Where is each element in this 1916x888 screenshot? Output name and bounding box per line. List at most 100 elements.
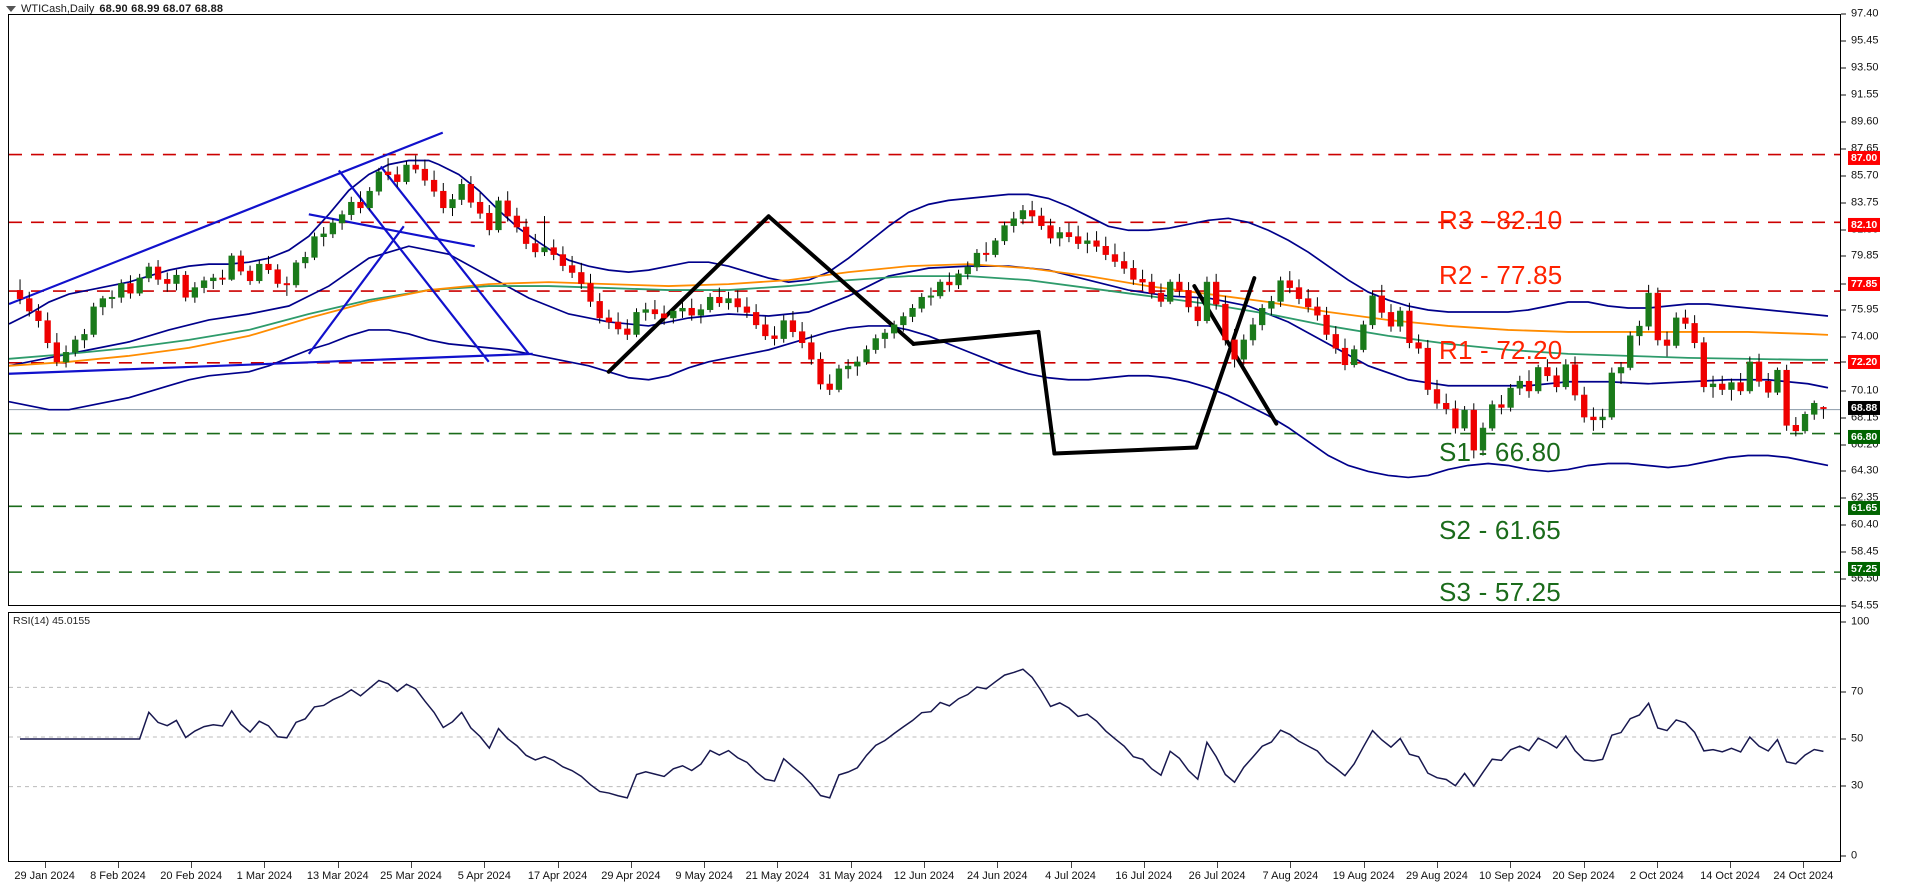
rsi-tick-mark: [1841, 691, 1846, 693]
rsi-tick-label: 30: [1851, 779, 1864, 792]
candle-bearish: [578, 272, 585, 284]
candle-bearish: [1443, 402, 1450, 410]
price-tag-87-00[interactable]: 87.00: [1848, 150, 1881, 165]
candle-bullish: [99, 298, 107, 308]
candle-bearish: [1231, 339, 1238, 360]
price-tag-66-80[interactable]: 66.80: [1848, 429, 1881, 444]
candle-bullish: [311, 236, 318, 258]
candle-bullish: [1056, 232, 1063, 239]
candle-bullish: [62, 352, 70, 363]
candle-bullish: [1811, 402, 1818, 415]
candle-bullish: [679, 307, 686, 312]
date-tick-label: 17 Apr 2024: [527, 870, 588, 882]
candle-bearish: [734, 298, 741, 308]
axis-tick-mark: [1841, 255, 1846, 257]
date-tick-mark: [704, 862, 706, 868]
chart-header: WTICash,Daily 68.90 68.99 68.07 68.88: [6, 3, 223, 15]
candle-bearish: [1820, 407, 1827, 409]
candle-bullish: [1167, 281, 1174, 302]
date-tick-mark: [850, 862, 852, 868]
candle-bearish: [559, 254, 567, 266]
candle-bearish: [1341, 347, 1349, 366]
price-tag-61-65[interactable]: 61.65: [1848, 500, 1881, 515]
candle-bullish: [706, 296, 714, 310]
candle-bullish: [449, 199, 456, 209]
date-tick-label: 1 Mar 2024: [236, 870, 293, 882]
candle-bearish: [421, 168, 429, 181]
triangle-down-icon[interactable]: [6, 6, 16, 12]
rsi-chart-svg: [9, 668, 1840, 799]
candle-bearish: [246, 270, 254, 282]
candle-bullish: [918, 296, 925, 309]
candle-bearish: [1047, 225, 1054, 239]
candle-bearish: [265, 263, 272, 271]
candle-bearish: [1755, 361, 1763, 382]
candle-bullish: [927, 295, 935, 298]
date-tick-label: 29 Jan 2024: [14, 870, 75, 882]
price-tag-72-20[interactable]: 72.20: [1848, 355, 1881, 370]
axis-tick-mark: [1841, 121, 1846, 123]
candle-bearish: [182, 274, 189, 298]
candle-bearish: [1682, 317, 1689, 324]
candle-bearish: [752, 312, 760, 326]
candle-bearish: [430, 179, 438, 192]
axis-tick-label: 75.95: [1851, 303, 1879, 316]
axis-tick-mark: [1841, 336, 1846, 338]
price-chart-panel[interactable]: R3 - 82.10 R2 - 77.85 R1 - 72.20 S1 - 66…: [8, 14, 1840, 606]
rsi-tick-label: 0: [1851, 849, 1858, 862]
axis-tick-label: 93.50: [1851, 61, 1879, 74]
candle-bullish: [1489, 404, 1496, 429]
candle-bullish: [1240, 339, 1247, 360]
candle-bullish: [191, 287, 199, 298]
candle-bearish: [35, 310, 42, 321]
axis-tick-mark: [1841, 148, 1846, 150]
rsi-chart-panel[interactable]: RSI(14) 45.0155: [8, 612, 1840, 862]
axis-tick-mark: [1841, 390, 1846, 392]
candle-bearish: [476, 201, 484, 214]
date-axis[interactable]: 29 Jan 2024 8 Feb 2024 20 Feb 2024 1 Mar 20…: [8, 862, 1840, 888]
annotation-r3: R3 - 82.10: [1439, 205, 1563, 235]
candle-bullish: [228, 255, 235, 280]
price-tag-68-88[interactable]: 68.88: [1848, 400, 1881, 416]
candle-bullish: [200, 280, 208, 288]
candle-bearish: [440, 190, 447, 209]
candle-bullish: [136, 277, 143, 294]
price-tag-77-85[interactable]: 77.85: [1848, 277, 1881, 292]
candle-bullish: [670, 310, 677, 319]
axis-tick-mark: [1841, 229, 1846, 231]
candle-bullish: [1019, 210, 1027, 220]
axis-tick-label: 62.35: [1851, 491, 1879, 504]
rsi-tick-label: 70: [1851, 685, 1864, 698]
candle-bearish: [127, 283, 134, 294]
annotation-r1: R1 - 72.20: [1439, 335, 1563, 365]
date-tick-mark: [1290, 862, 1292, 868]
price-tag-57-25[interactable]: 57.25: [1848, 561, 1881, 576]
rsi-tick-label: 100: [1851, 615, 1870, 628]
axis-tick-mark: [1841, 40, 1846, 42]
candle-bullish: [633, 312, 640, 335]
date-tick-mark: [1436, 862, 1438, 868]
candle-bearish: [1765, 380, 1772, 393]
candle-bearish: [1305, 298, 1312, 308]
candle-bullish: [1709, 383, 1717, 388]
candle-bullish: [955, 273, 962, 286]
candle-bullish: [642, 309, 649, 313]
candle-bearish: [716, 296, 723, 304]
axis-tick-label: 68.15: [1851, 411, 1879, 424]
candle-bearish: [605, 317, 613, 323]
annotation-s1: S1 - 66.80: [1439, 437, 1561, 467]
axis-tick-mark: [1841, 497, 1846, 499]
candle-bullish: [835, 368, 843, 390]
price-axis[interactable]: 97.40 95.45 93.50 91.55 89.60 87.65 85.70 83.75…: [1840, 8, 1916, 862]
price-tag-82-10[interactable]: 82.10: [1848, 218, 1881, 233]
rsi-tick-label: 50: [1851, 732, 1864, 745]
date-tick-mark: [411, 862, 413, 868]
candle-bullish: [725, 298, 732, 304]
date-tick-label: 19 Aug 2024: [1332, 870, 1395, 882]
candle-bearish: [1387, 312, 1395, 327]
symbol-label: WTICash,Daily: [21, 3, 95, 15]
candle-bearish: [1102, 246, 1109, 255]
candle-bearish: [154, 266, 162, 280]
axis-tick-mark: [1841, 524, 1846, 526]
candle-bearish: [1470, 409, 1477, 451]
